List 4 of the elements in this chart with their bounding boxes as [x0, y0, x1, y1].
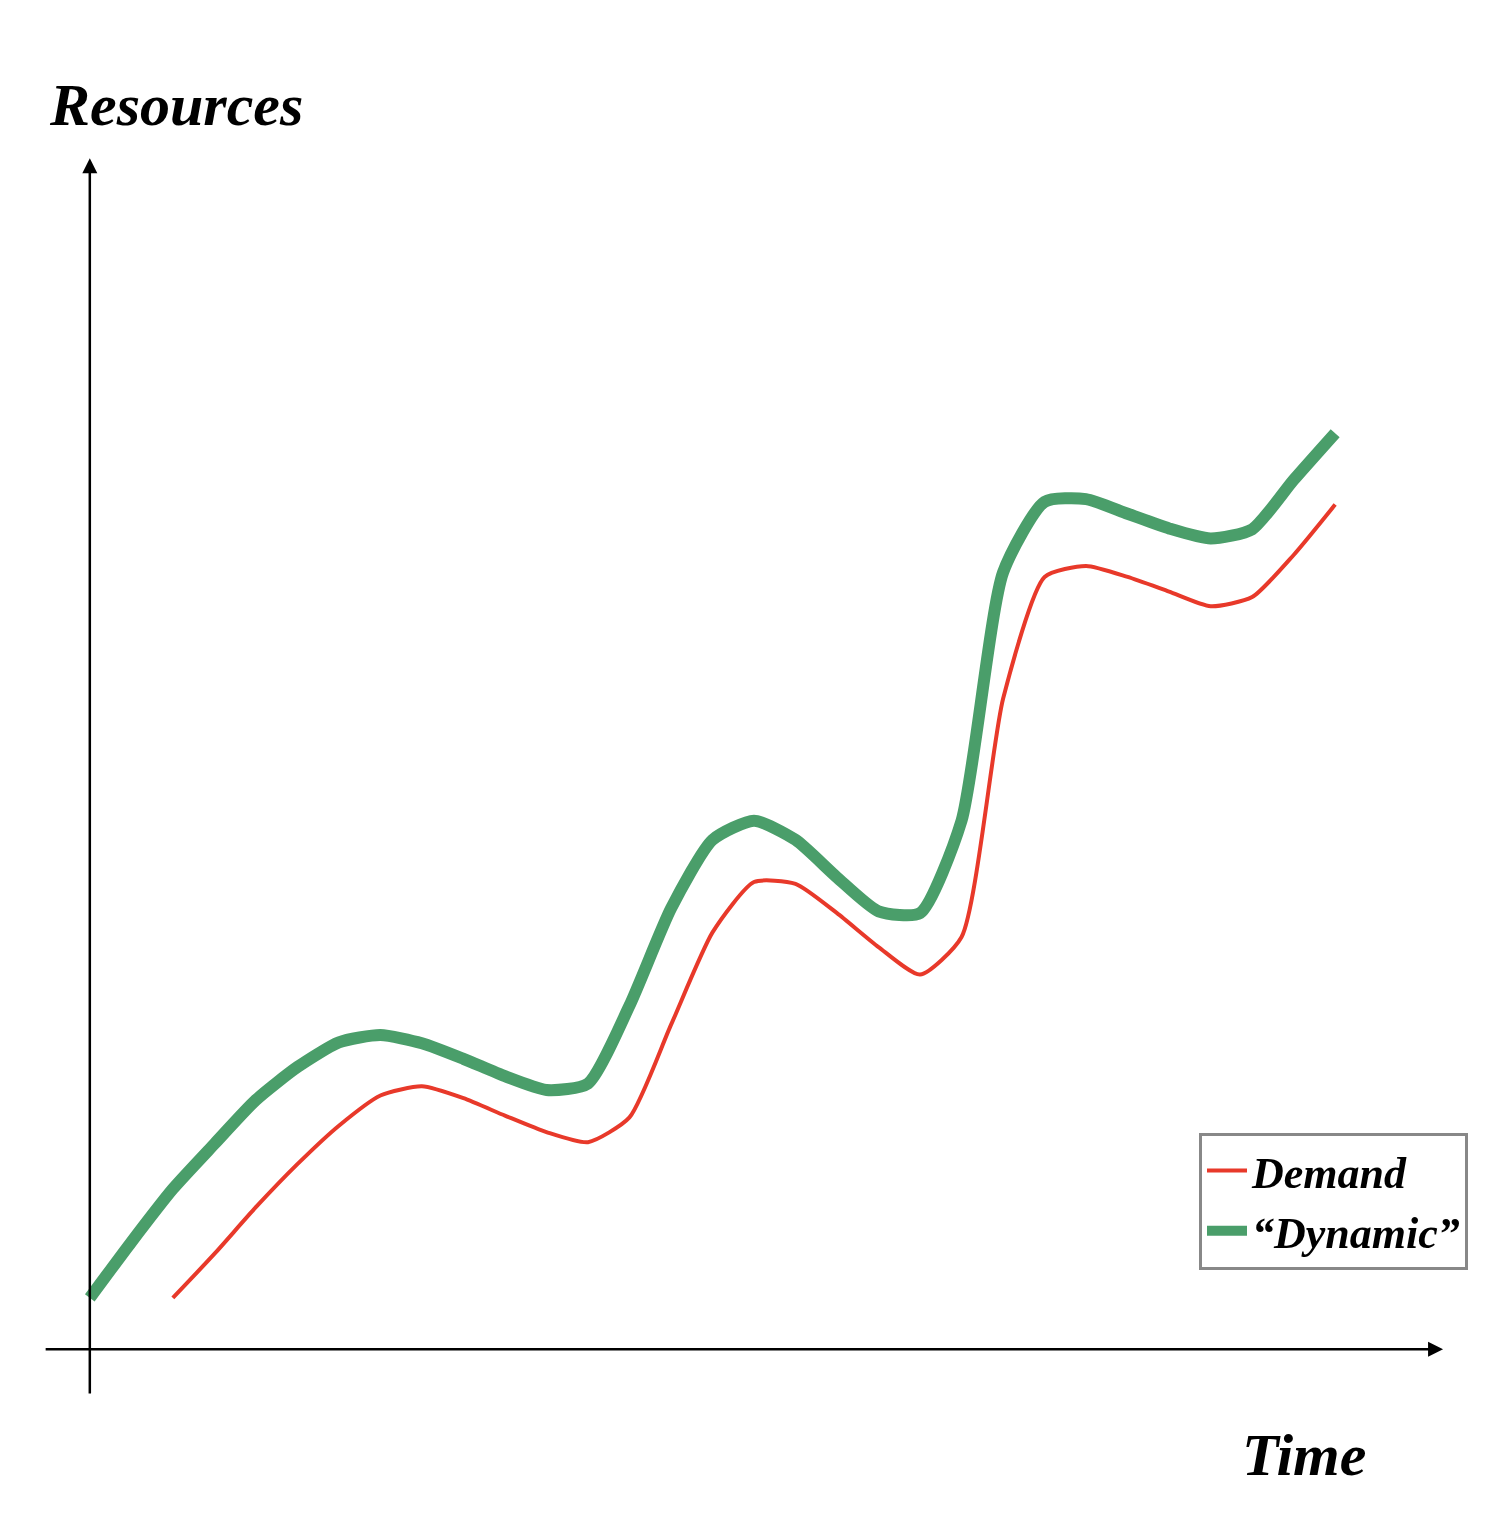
legend-label: “Dynamic” [1252, 1208, 1460, 1258]
legend-label: Demand [1251, 1148, 1407, 1198]
y-axis-title: Resources [49, 72, 304, 138]
x-axis-title: Time [1242, 1422, 1367, 1488]
